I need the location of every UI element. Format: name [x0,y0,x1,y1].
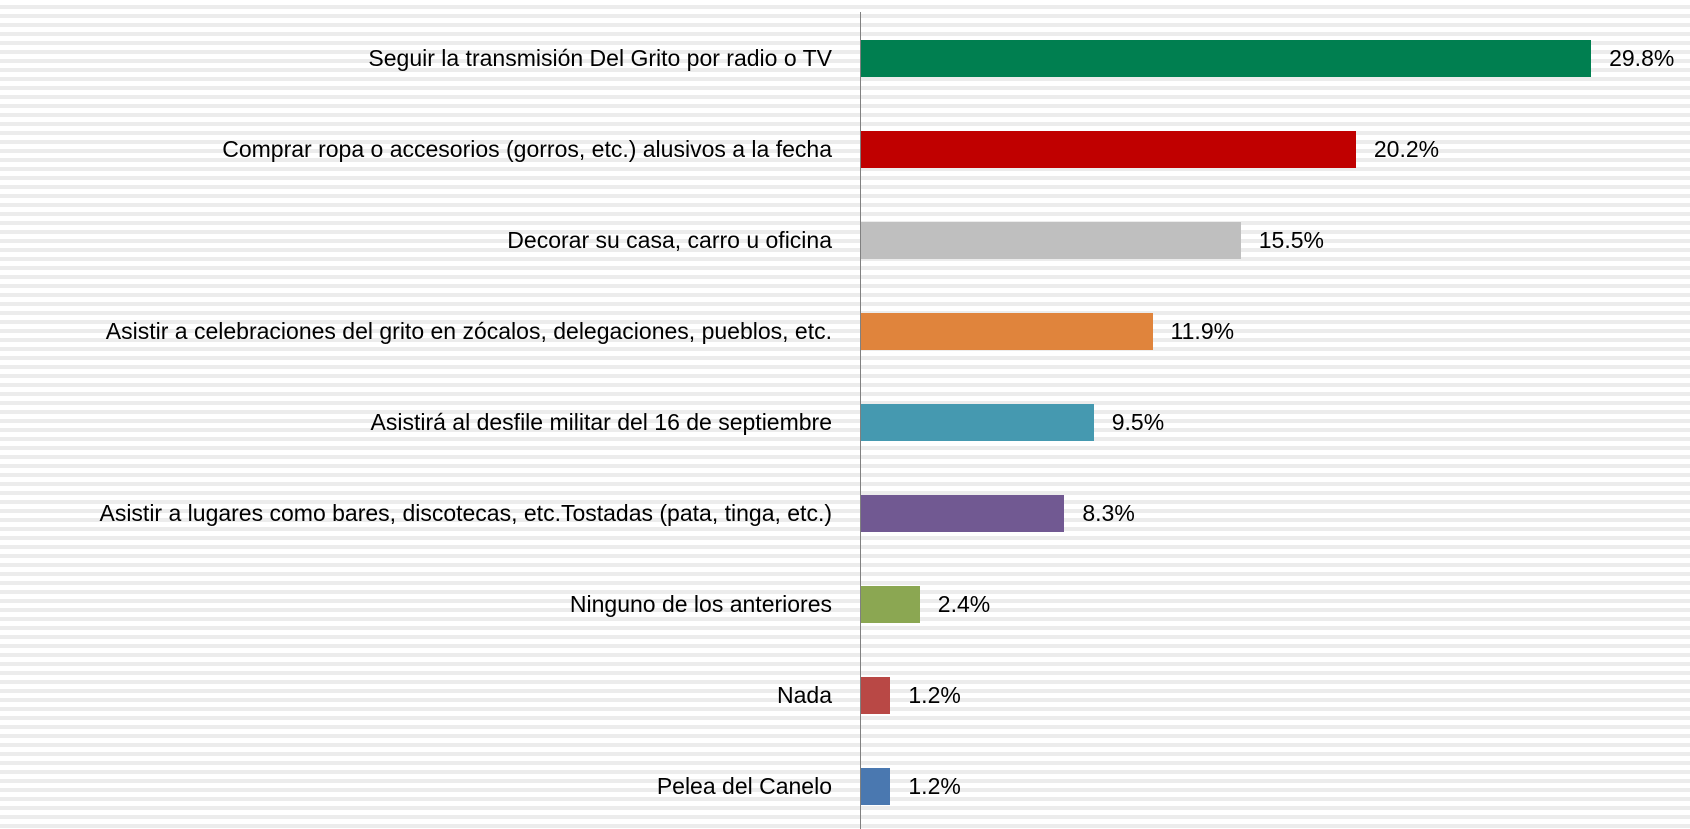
value-label: 15.5% [1258,226,1324,253]
category-label: Comprar ropa o accesorios (gorros, etc.)… [222,136,832,162]
value-label: 1.2% [908,772,961,799]
category-label: Asistir a celebraciones del grito en zóc… [105,318,832,344]
value-label: 20.2% [1373,135,1440,162]
bar [861,767,891,805]
category-label: Ninguno de los anteriores [569,591,832,617]
value-label: 9.5% [1111,408,1165,435]
value-label: 1.2% [908,681,961,708]
category-label: Asistir a lugares como bares, discotecas… [99,500,832,526]
value-label: 29.8% [1609,44,1675,71]
category-label-box: Nada [0,677,832,713]
category-label: Nada [777,682,832,708]
category-axis [860,12,861,829]
bar [861,676,891,714]
category-label-box: Asistir a celebraciones del grito en zóc… [0,313,832,349]
bar [861,312,1153,350]
category-label-box: Comprar ropa o accesorios (gorros, etc.)… [0,131,832,167]
category-label: Pelea del Canelo [656,773,832,799]
category-label: Seguir la transmisión Del Grito por radi… [368,45,832,71]
category-label-box: Asistirá al desfile militar del 16 de se… [0,404,832,440]
category-label: Asistirá al desfile militar del 16 de se… [370,409,832,435]
bar [861,494,1065,532]
bar [861,130,1356,168]
value-label: 11.9% [1170,317,1235,344]
bar [861,585,920,623]
value-label: 8.3% [1082,499,1135,526]
category-label-box: Asistir a lugares como bares, discotecas… [0,495,832,531]
category-label-box: Pelea del Canelo [0,768,832,804]
category-label-box: Seguir la transmisión Del Grito por radi… [0,40,832,76]
bar [861,403,1094,441]
bar [861,39,1592,77]
bar [861,221,1241,259]
category-label-box: Decorar su casa, carro u oficina [0,222,832,258]
category-label-box: Ninguno de los anteriores [0,586,832,622]
value-label: 2.4% [937,590,991,617]
category-label: Decorar su casa, carro u oficina [507,227,832,253]
